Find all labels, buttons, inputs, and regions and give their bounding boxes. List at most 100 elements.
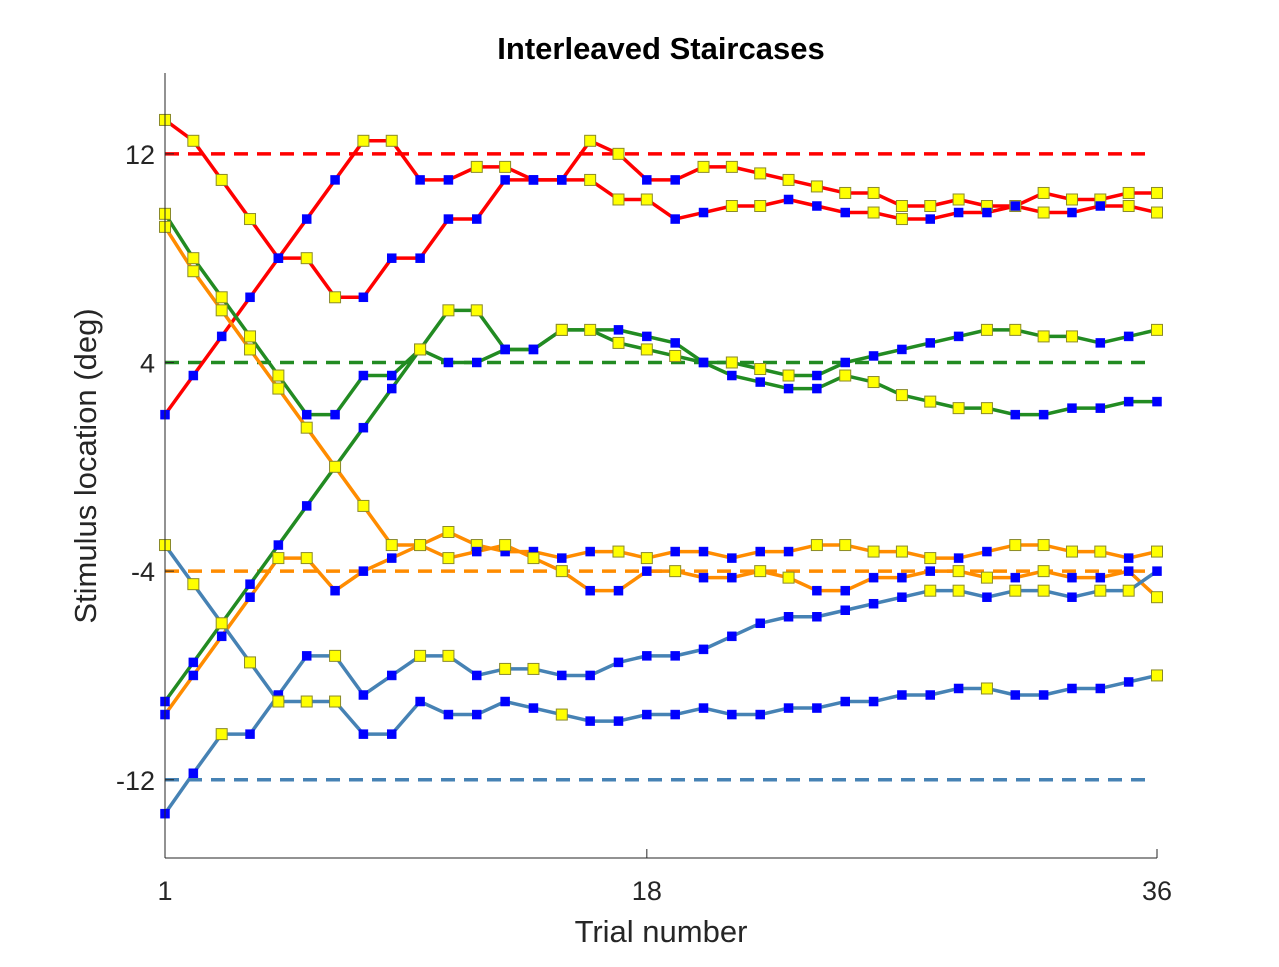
data-point-blue	[330, 175, 340, 185]
data-point-yellow	[754, 565, 767, 578]
data-point-blue	[1067, 683, 1077, 694]
data-point-yellow	[1037, 330, 1050, 343]
data-point-blue	[925, 566, 936, 576]
data-point-yellow	[839, 186, 852, 199]
data-point-blue	[755, 377, 765, 387]
data-point-blue	[301, 501, 312, 511]
data-point-blue	[840, 605, 850, 615]
y-axis-label: Stimulus location (deg)	[68, 308, 103, 623]
data-point-yellow	[414, 343, 427, 356]
data-point-blue	[670, 651, 680, 661]
data-point-yellow	[725, 356, 738, 369]
data-point-blue	[585, 716, 595, 726]
x-tick-label: 1	[157, 876, 172, 906]
data-point-blue	[670, 709, 680, 720]
data-point-yellow	[1065, 193, 1078, 206]
data-point-blue	[557, 553, 567, 563]
data-point-blue	[585, 670, 595, 681]
data-point-blue	[500, 696, 510, 707]
data-point-blue	[727, 709, 737, 720]
data-point-yellow	[244, 213, 257, 226]
data-point-yellow	[697, 160, 710, 173]
data-point-yellow	[980, 323, 993, 336]
data-point-yellow	[244, 656, 257, 669]
data-point-blue	[557, 175, 567, 185]
series-line	[163, 212, 1158, 417]
data-point-blue	[868, 598, 879, 609]
data-point-blue	[472, 670, 482, 681]
data-point-blue	[868, 572, 879, 583]
data-point-yellow	[584, 323, 597, 336]
data-point-yellow	[329, 291, 342, 304]
data-point-blue	[245, 292, 255, 303]
data-point-blue	[783, 612, 794, 622]
data-point-yellow	[357, 134, 370, 147]
data-point-yellow	[272, 695, 285, 708]
data-point-yellow	[1151, 591, 1163, 604]
data-point-blue	[1095, 201, 1106, 211]
data-point-blue	[301, 409, 312, 420]
data-point-blue	[358, 422, 369, 433]
data-point-yellow	[1009, 539, 1022, 552]
data-point-blue	[1123, 331, 1134, 342]
data-point-blue	[982, 207, 992, 218]
data-point-yellow	[839, 369, 852, 382]
data-point-yellow	[867, 545, 880, 558]
data-point-yellow	[215, 173, 228, 186]
data-point-blue	[812, 703, 822, 713]
data-point-blue	[925, 214, 936, 224]
data-point-yellow	[980, 571, 993, 584]
data-point-blue	[613, 325, 624, 335]
data-point-blue	[273, 253, 284, 263]
data-point-yellow	[924, 552, 937, 565]
data-point-yellow	[924, 200, 937, 213]
data-point-yellow	[952, 193, 965, 206]
data-point-blue	[386, 729, 397, 739]
data-point-blue	[755, 618, 765, 629]
data-point-blue	[670, 338, 680, 348]
data-point-blue	[812, 201, 822, 211]
x-tick-label: 18	[632, 876, 662, 906]
data-point-blue	[897, 690, 907, 700]
data-point-yellow	[867, 186, 880, 199]
data-point-blue	[358, 370, 369, 381]
data-point-blue	[698, 546, 709, 557]
data-point-yellow	[244, 343, 257, 356]
data-point-blue	[472, 357, 482, 368]
data-point-yellow	[839, 539, 852, 552]
data-point-yellow	[470, 304, 483, 317]
data-point-blue	[698, 703, 709, 713]
data-point-blue	[1038, 409, 1049, 420]
data-point-yellow	[272, 382, 285, 395]
series-line	[163, 139, 1157, 416]
data-point-blue	[1010, 409, 1021, 420]
data-point-yellow	[640, 552, 653, 565]
data-point-yellow	[385, 539, 398, 552]
data-point-yellow	[725, 160, 738, 173]
data-point-blue	[386, 253, 397, 263]
data-point-blue	[783, 194, 794, 205]
data-point-yellow	[499, 539, 512, 552]
data-point-yellow	[584, 134, 597, 147]
data-point-blue	[216, 331, 227, 342]
data-point-blue	[188, 768, 199, 778]
data-point-yellow	[952, 402, 965, 415]
data-point-blue	[301, 214, 312, 224]
data-point-yellow	[215, 728, 228, 741]
data-point-yellow	[414, 539, 427, 552]
data-point-blue	[925, 690, 936, 700]
data-point-yellow	[300, 421, 313, 434]
data-point-blue	[670, 175, 680, 185]
data-point-blue	[812, 585, 822, 596]
data-point-yellow	[442, 552, 455, 565]
data-point-blue	[557, 670, 567, 681]
data-point-blue	[443, 357, 454, 368]
data-point-blue	[358, 690, 369, 700]
data-point-yellow	[924, 395, 937, 408]
data-point-yellow	[527, 552, 540, 565]
data-point-blue	[925, 338, 936, 348]
y-tick-label: 4	[140, 348, 155, 378]
data-point-yellow	[187, 252, 200, 265]
data-point-blue	[188, 657, 199, 668]
data-point-yellow	[1094, 545, 1107, 558]
